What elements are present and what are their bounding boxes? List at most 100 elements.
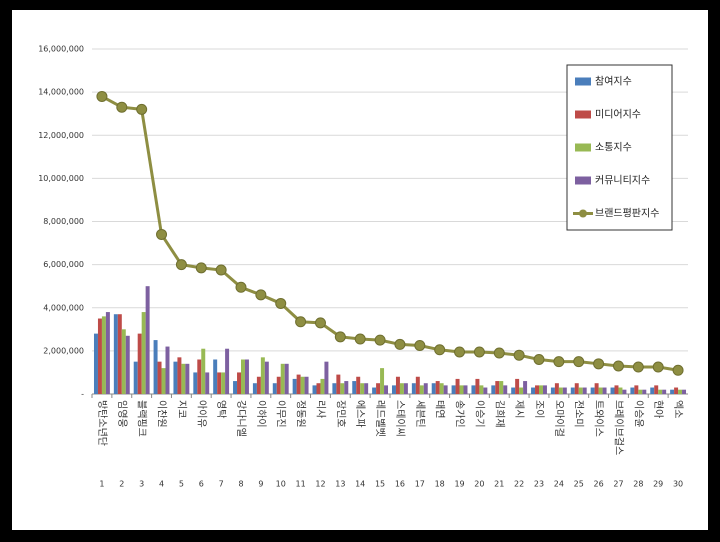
bar [336,374,341,394]
bar [252,383,257,394]
rank-label: 2 [119,480,124,489]
rank-label: 14 [355,480,365,489]
bar [475,378,480,394]
rank-label: 25 [574,480,584,489]
bar [205,372,210,394]
bar [121,329,126,394]
bar [610,387,615,394]
bar [451,385,456,394]
legend-swatch [575,143,591,152]
bar [594,383,599,394]
bar [503,385,508,394]
bar [654,385,659,394]
bar [165,346,170,394]
rank-label: 16 [395,480,405,489]
legend-swatch [575,77,591,86]
x-tick-label: 방탄소년단 [96,400,108,446]
bar [372,387,377,394]
bar [280,363,285,394]
x-tick-label: 제시 [513,400,525,418]
x-tick-label: 이승기 [473,400,485,428]
bar [137,333,142,394]
bar [332,383,337,394]
bar [491,385,496,394]
bar [213,359,218,394]
bar [622,389,627,394]
rank-label: 23 [534,480,544,489]
bar [539,385,543,394]
line-marker [215,264,227,276]
bar [431,383,436,394]
x-tick-label: 오마이걸 [553,400,566,437]
rank-label: 22 [514,480,524,489]
bar [499,381,504,394]
y-tick-label: 14,000,000 [38,88,84,97]
line-marker [354,333,366,345]
bar [598,387,603,394]
x-tick-label: 조이 [533,400,545,418]
bar [443,385,448,394]
rank-label: 20 [474,480,484,489]
bar [558,387,563,394]
line-marker [652,361,664,373]
bar [459,385,464,394]
line-marker [374,334,386,346]
bar [217,372,222,394]
rank-label: 19 [454,480,464,489]
bar [284,363,289,394]
line-marker [195,262,207,274]
y-tick-label: 6,000,000 [43,260,84,269]
x-tick-label: 태연 [434,400,446,418]
bar [145,286,150,394]
bar [344,381,349,394]
x-tick-label: 영탁 [215,400,227,418]
bar [618,387,623,394]
bar [419,385,424,394]
bar [141,312,146,394]
y-tick-label: 2,000,000 [43,346,84,355]
line-marker [513,349,525,361]
rank-label: 18 [435,480,445,489]
bar [574,383,579,394]
y-tick-label: 4,000,000 [43,303,84,312]
bar [320,378,325,394]
x-tick-label: 이하이 [255,400,268,428]
rank-label: 7 [219,480,224,489]
bar [292,378,297,394]
bar [380,368,385,394]
legend-swatch [575,176,591,185]
bar [630,387,635,394]
bar [260,357,265,394]
bar [193,372,198,394]
bar [670,389,675,394]
bar [105,312,110,394]
line-marker [314,317,326,329]
line-marker [672,364,684,376]
bar [221,372,226,394]
bar [642,389,647,394]
bar [312,385,317,394]
bar [356,376,361,394]
bar [403,383,408,394]
rank-label: 30 [673,480,683,489]
line-marker [573,356,585,368]
legend-swatch [579,209,587,218]
x-tick-label: 에스파 [354,400,366,428]
rank-label: 3 [139,480,144,489]
x-tick-label: 강다니엘 [235,400,248,437]
bar [535,385,539,394]
bar [399,383,404,394]
rank-label: 17 [415,480,425,489]
legend-label: 미디어지수 [595,109,641,121]
y-tick-label: 8,000,000 [43,217,84,226]
bar [590,387,595,394]
bar [201,348,206,394]
legend-label: 브랜드평판지수 [595,208,659,220]
bar [495,381,500,394]
rank-label: 11 [296,480,306,489]
line-marker [394,338,406,350]
bar [276,376,281,394]
rank-label: 21 [494,480,504,489]
x-tick-label: 브레이브걸스 [612,400,625,455]
bar [682,389,687,394]
